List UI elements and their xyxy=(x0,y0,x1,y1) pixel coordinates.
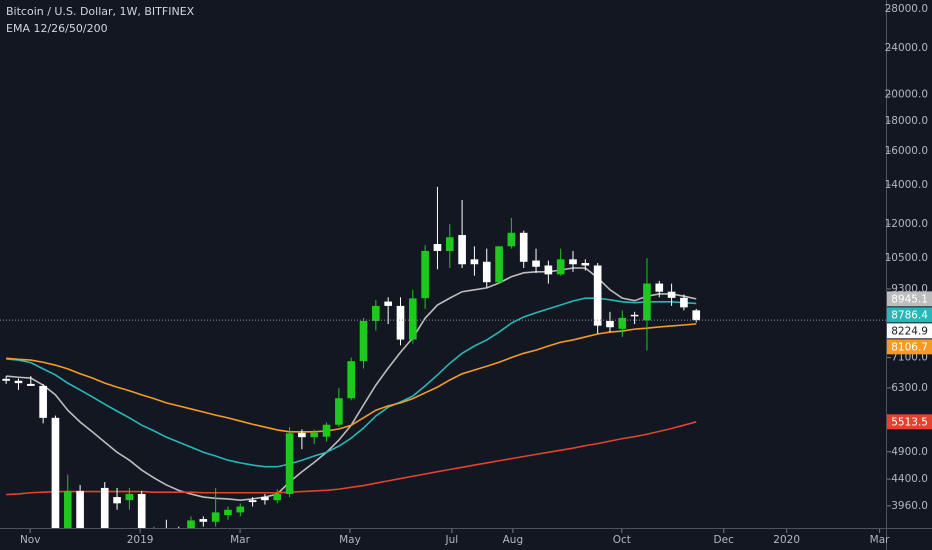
ema-line xyxy=(6,323,697,433)
y-tick-label: 24000.0 xyxy=(885,42,928,54)
candle-body xyxy=(618,317,627,329)
candle-body xyxy=(322,424,331,437)
candle-body xyxy=(667,291,676,298)
y-tick-label: 28000.0 xyxy=(885,3,928,15)
candle-body xyxy=(261,497,269,501)
candle-body xyxy=(630,314,639,317)
ema-value-label: 8106.7 xyxy=(891,341,928,353)
candle-body xyxy=(581,263,590,266)
candle-body xyxy=(236,506,245,513)
candle-body xyxy=(125,493,134,501)
x-tick-label: Oct xyxy=(613,534,631,546)
candle-body xyxy=(63,490,72,528)
chart-title: Bitcoin / U.S. Dollar, 1W, BITFINEX xyxy=(6,5,195,18)
candle-body xyxy=(556,259,565,275)
candle-body xyxy=(519,232,528,262)
candle-body xyxy=(408,298,417,340)
x-tick-label: Dec xyxy=(714,534,735,546)
candle-body xyxy=(372,305,380,321)
candle-body xyxy=(39,385,47,418)
y-tick-label: 12000.0 xyxy=(885,218,928,230)
candle-body xyxy=(76,490,84,528)
candle-body xyxy=(51,417,60,528)
candle-body xyxy=(507,232,516,247)
candle-body xyxy=(285,433,294,494)
candle-body xyxy=(680,297,688,308)
y-tick-label: 6300.0 xyxy=(891,382,928,394)
candle-body xyxy=(273,493,282,501)
candle-body xyxy=(14,380,23,384)
candle-body xyxy=(113,497,121,504)
y-tick-label: 7100.0 xyxy=(891,352,928,364)
last-price-label-box xyxy=(887,323,932,339)
candle-body xyxy=(335,398,343,425)
y-tick-label: 3960.0 xyxy=(891,500,928,512)
ema-value-label-box xyxy=(887,291,932,307)
candle-body xyxy=(606,320,614,328)
price-labels: 8945.1 8786.4 8224.9 8106.7 5513.5 xyxy=(887,291,932,430)
candle-body xyxy=(211,512,220,522)
x-tick-label: 2020 xyxy=(773,534,800,546)
candle-body xyxy=(470,259,479,265)
candle-body xyxy=(692,310,701,321)
candle-body xyxy=(359,320,368,362)
candle-body xyxy=(248,500,257,503)
candle-body xyxy=(445,237,454,251)
candle-body xyxy=(347,361,356,399)
x-tick-label: Nov xyxy=(20,534,41,546)
candle-body xyxy=(298,432,306,438)
indicator-label: EMA 12/26/50/200 xyxy=(6,22,108,35)
y-tick-label: 18000.0 xyxy=(885,115,928,127)
ema-line xyxy=(6,421,697,496)
candle-body xyxy=(482,261,491,283)
y-tick-label: 16000.0 xyxy=(885,145,928,157)
axes: 28000.0 24000.0 20000.0 18000.0 16000.0 14000… xyxy=(20,3,928,546)
candle-body xyxy=(224,509,232,516)
candle-body xyxy=(384,301,392,306)
ema-value-label-box xyxy=(887,307,932,323)
last-price-label: 8224.9 xyxy=(891,325,928,337)
candle-body xyxy=(137,493,146,528)
x-tick-label: Mar xyxy=(870,534,890,546)
y-tick-label: 14000.0 xyxy=(885,179,928,191)
candle-body xyxy=(643,283,651,321)
x-tick-label: May xyxy=(339,534,361,546)
ema-value-label: 5513.5 xyxy=(891,416,928,428)
candle-body xyxy=(532,260,540,267)
candle-body xyxy=(569,259,577,265)
x-tick-label: Aug xyxy=(503,534,524,546)
candle-body xyxy=(26,383,35,386)
candle-body xyxy=(593,265,602,326)
candle-body xyxy=(100,487,109,528)
candle-body xyxy=(433,244,442,251)
candle-body xyxy=(2,378,10,381)
x-tick-label: 2019 xyxy=(127,534,154,546)
candle-body xyxy=(458,235,466,265)
x-tick-label: Jul xyxy=(445,534,459,546)
ema-value-label-box xyxy=(887,339,932,355)
candle-body xyxy=(310,432,319,438)
y-tick-label: 4400.0 xyxy=(891,473,928,485)
candle-body xyxy=(187,520,195,528)
y-tick-label: 10500.0 xyxy=(885,252,928,264)
ema-value-label: 8786.4 xyxy=(891,309,928,321)
ema-value-label-box xyxy=(887,414,932,430)
candle-body xyxy=(655,283,664,292)
y-tick-label: 20000.0 xyxy=(885,88,928,100)
candle-body xyxy=(495,246,503,283)
x-tick-label: Mar xyxy=(230,534,250,546)
y-tick-label: 4900.0 xyxy=(891,446,928,458)
candle-body xyxy=(544,265,553,275)
ema-value-label: 8945.1 xyxy=(891,293,928,305)
candle-body xyxy=(199,519,208,522)
ema-line xyxy=(6,297,697,468)
plot-area xyxy=(0,186,886,528)
candle-body xyxy=(396,305,405,340)
candle-body xyxy=(421,250,429,299)
